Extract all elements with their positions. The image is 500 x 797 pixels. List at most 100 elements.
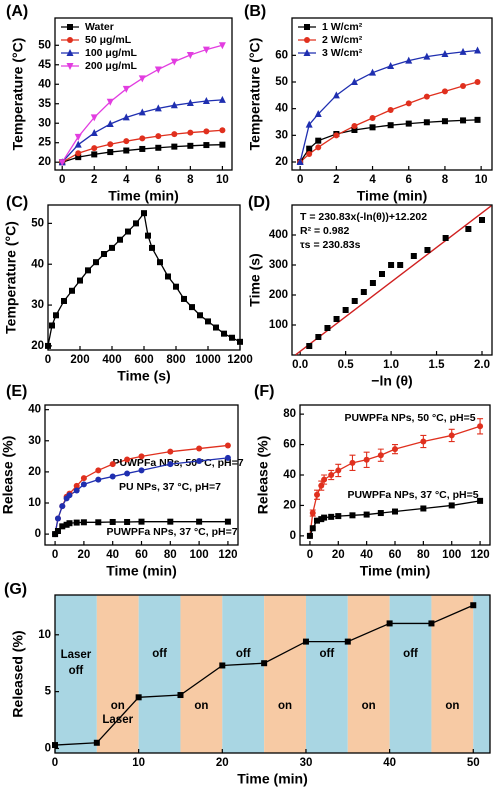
marker [157,259,163,266]
marker [369,280,376,286]
x-tick-label: 6 [155,174,161,186]
marker [109,461,116,468]
y-tick-label: 200 [269,289,288,301]
marker [333,316,340,322]
band-label: off [403,648,418,660]
marker [145,232,151,239]
marker [377,452,384,459]
marker [221,330,227,337]
x-tick-label: 100 [190,549,209,561]
marker [196,445,203,452]
marker [377,510,384,517]
marker [124,456,131,463]
marker [171,143,178,150]
marker [441,88,448,95]
marker [369,68,377,76]
legend-label: 2 W/cm² [322,34,363,46]
marker [470,602,477,609]
legend-marker [304,37,310,43]
marker [321,476,328,483]
marker [52,531,59,538]
marker [54,515,61,522]
marker [154,66,162,74]
y-tick-label: 40 [28,404,41,416]
marker [202,46,210,54]
marker [460,117,467,124]
y-axis-title: Released (%) [10,630,26,717]
marker [397,262,404,268]
marker [107,149,114,156]
marker [423,52,431,60]
marker [442,235,449,241]
x-tick-label: 2.0 [474,359,490,371]
y-tick-label: 20 [31,340,44,352]
marker [138,75,146,83]
marker [387,107,394,113]
x-tick-label: 200 [70,354,89,366]
marker [302,638,309,645]
marker [155,144,162,151]
marker [170,101,178,109]
marker [428,620,435,627]
marker [332,91,340,99]
panel-label: (A) [6,3,28,20]
marker [135,694,142,701]
marker [392,508,398,515]
x-tick-label: 1.0 [383,359,399,371]
x-tick-label: 80 [417,549,430,561]
marker [123,147,130,154]
marker [349,459,356,466]
marker [90,114,98,122]
legend-marker [304,24,310,30]
marker [107,141,114,148]
x-tick-label: 6 [406,174,412,186]
panel: 0 20 40 60 80 100 120 0 10 20 30 40 Time (min) Releas… [0,383,244,578]
marker [181,295,187,302]
marker [423,93,430,100]
marker [125,228,131,235]
marker [388,262,395,268]
marker [328,513,335,520]
marker [66,520,73,527]
band [473,595,490,753]
marker [139,135,146,142]
band [96,595,139,753]
legend-label: Water [85,21,114,33]
legend-marker [67,24,73,30]
marker [314,491,321,498]
marker [133,220,139,227]
x-tick-label: 10 [216,174,229,186]
marker [91,151,98,158]
marker [309,510,316,517]
x-tick-label: 0.5 [338,359,355,371]
x-tick-label: 40 [106,549,119,561]
marker [203,142,210,149]
legend-marker [66,63,74,70]
marker [335,513,342,520]
band [138,595,181,753]
marker [324,325,331,331]
series-label: PUWPFa NPs, 37 °C, pH=5 [347,489,478,501]
marker [187,129,194,136]
marker [91,145,98,152]
marker [321,514,328,521]
marker [229,334,235,341]
marker [296,158,304,165]
panel-label: (B) [244,3,266,20]
band [55,595,97,753]
marker [424,247,431,253]
x-tick-label: 0 [52,757,58,769]
x-tick-label: 1.5 [429,359,446,371]
series-label: PUWPFa NPs, 37 °C, pH=7 [106,526,237,538]
marker [441,118,448,125]
x-tick-label: 0 [307,549,313,561]
legend-label: 100 μg/mL [85,47,138,59]
marker [124,518,131,525]
panel-label: (F) [254,383,274,400]
marker [351,123,358,129]
marker [224,454,231,461]
marker [448,502,455,509]
marker [315,144,322,151]
marker [405,120,412,127]
marker [187,142,194,149]
